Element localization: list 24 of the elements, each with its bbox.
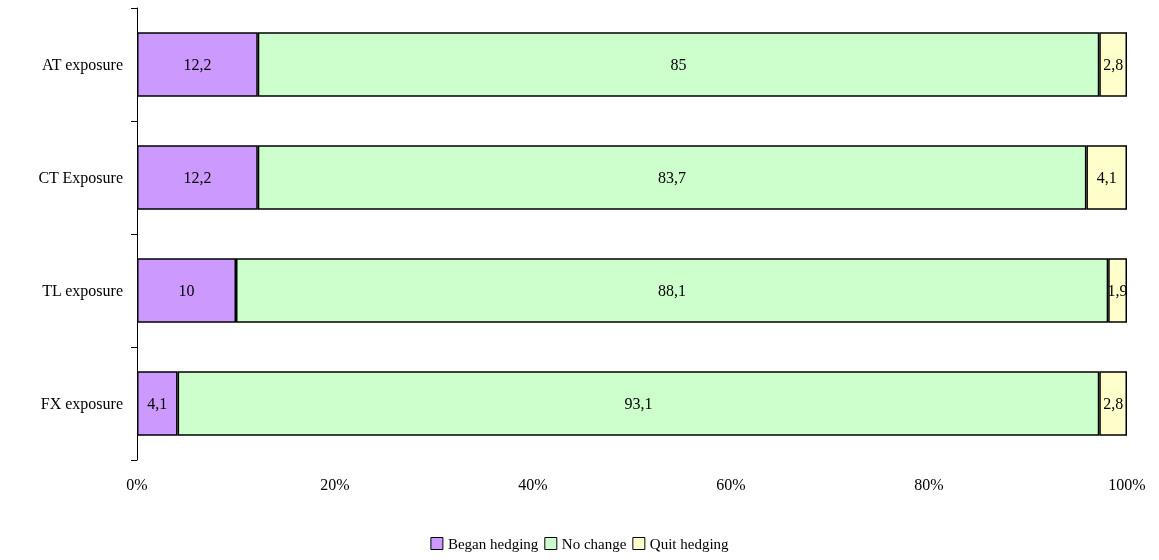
- data-label: 12,2: [183, 56, 212, 73]
- data-label: 12,2: [183, 169, 212, 186]
- data-label: 88,1: [658, 282, 687, 299]
- x-tick-label: 40%: [518, 475, 548, 493]
- legend-label: Quit hedging: [649, 535, 730, 552]
- x-tick-label: 80%: [914, 475, 944, 493]
- x-tick-label: 100%: [1108, 475, 1146, 493]
- data-label: 83,7: [658, 169, 687, 186]
- legend-label: Began hedging: [447, 535, 539, 552]
- data-label: 85: [670, 56, 687, 73]
- data-label: 2,8: [1103, 56, 1124, 73]
- data-label: 4,1: [147, 395, 168, 412]
- y-tick-label: CT Exposure: [38, 169, 123, 187]
- x-tick-label: 60%: [716, 475, 746, 493]
- data-label: 93,1: [624, 395, 653, 412]
- x-tick-label: 0%: [126, 475, 148, 493]
- data-label: 4,1: [1096, 169, 1117, 186]
- y-tick-label: FX exposure: [40, 395, 123, 413]
- y-tick-label: AT exposure: [41, 56, 123, 74]
- y-tick-label: TL exposure: [42, 282, 123, 300]
- x-tick-label: 20%: [320, 475, 350, 493]
- legend-label: No change: [561, 535, 627, 552]
- data-label: 10: [178, 282, 195, 299]
- data-label: 2,8: [1103, 395, 1124, 412]
